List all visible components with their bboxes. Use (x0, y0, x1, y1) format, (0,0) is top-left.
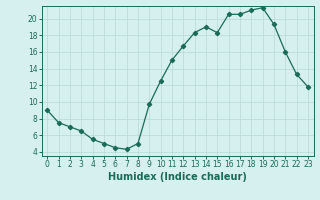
X-axis label: Humidex (Indice chaleur): Humidex (Indice chaleur) (108, 172, 247, 182)
